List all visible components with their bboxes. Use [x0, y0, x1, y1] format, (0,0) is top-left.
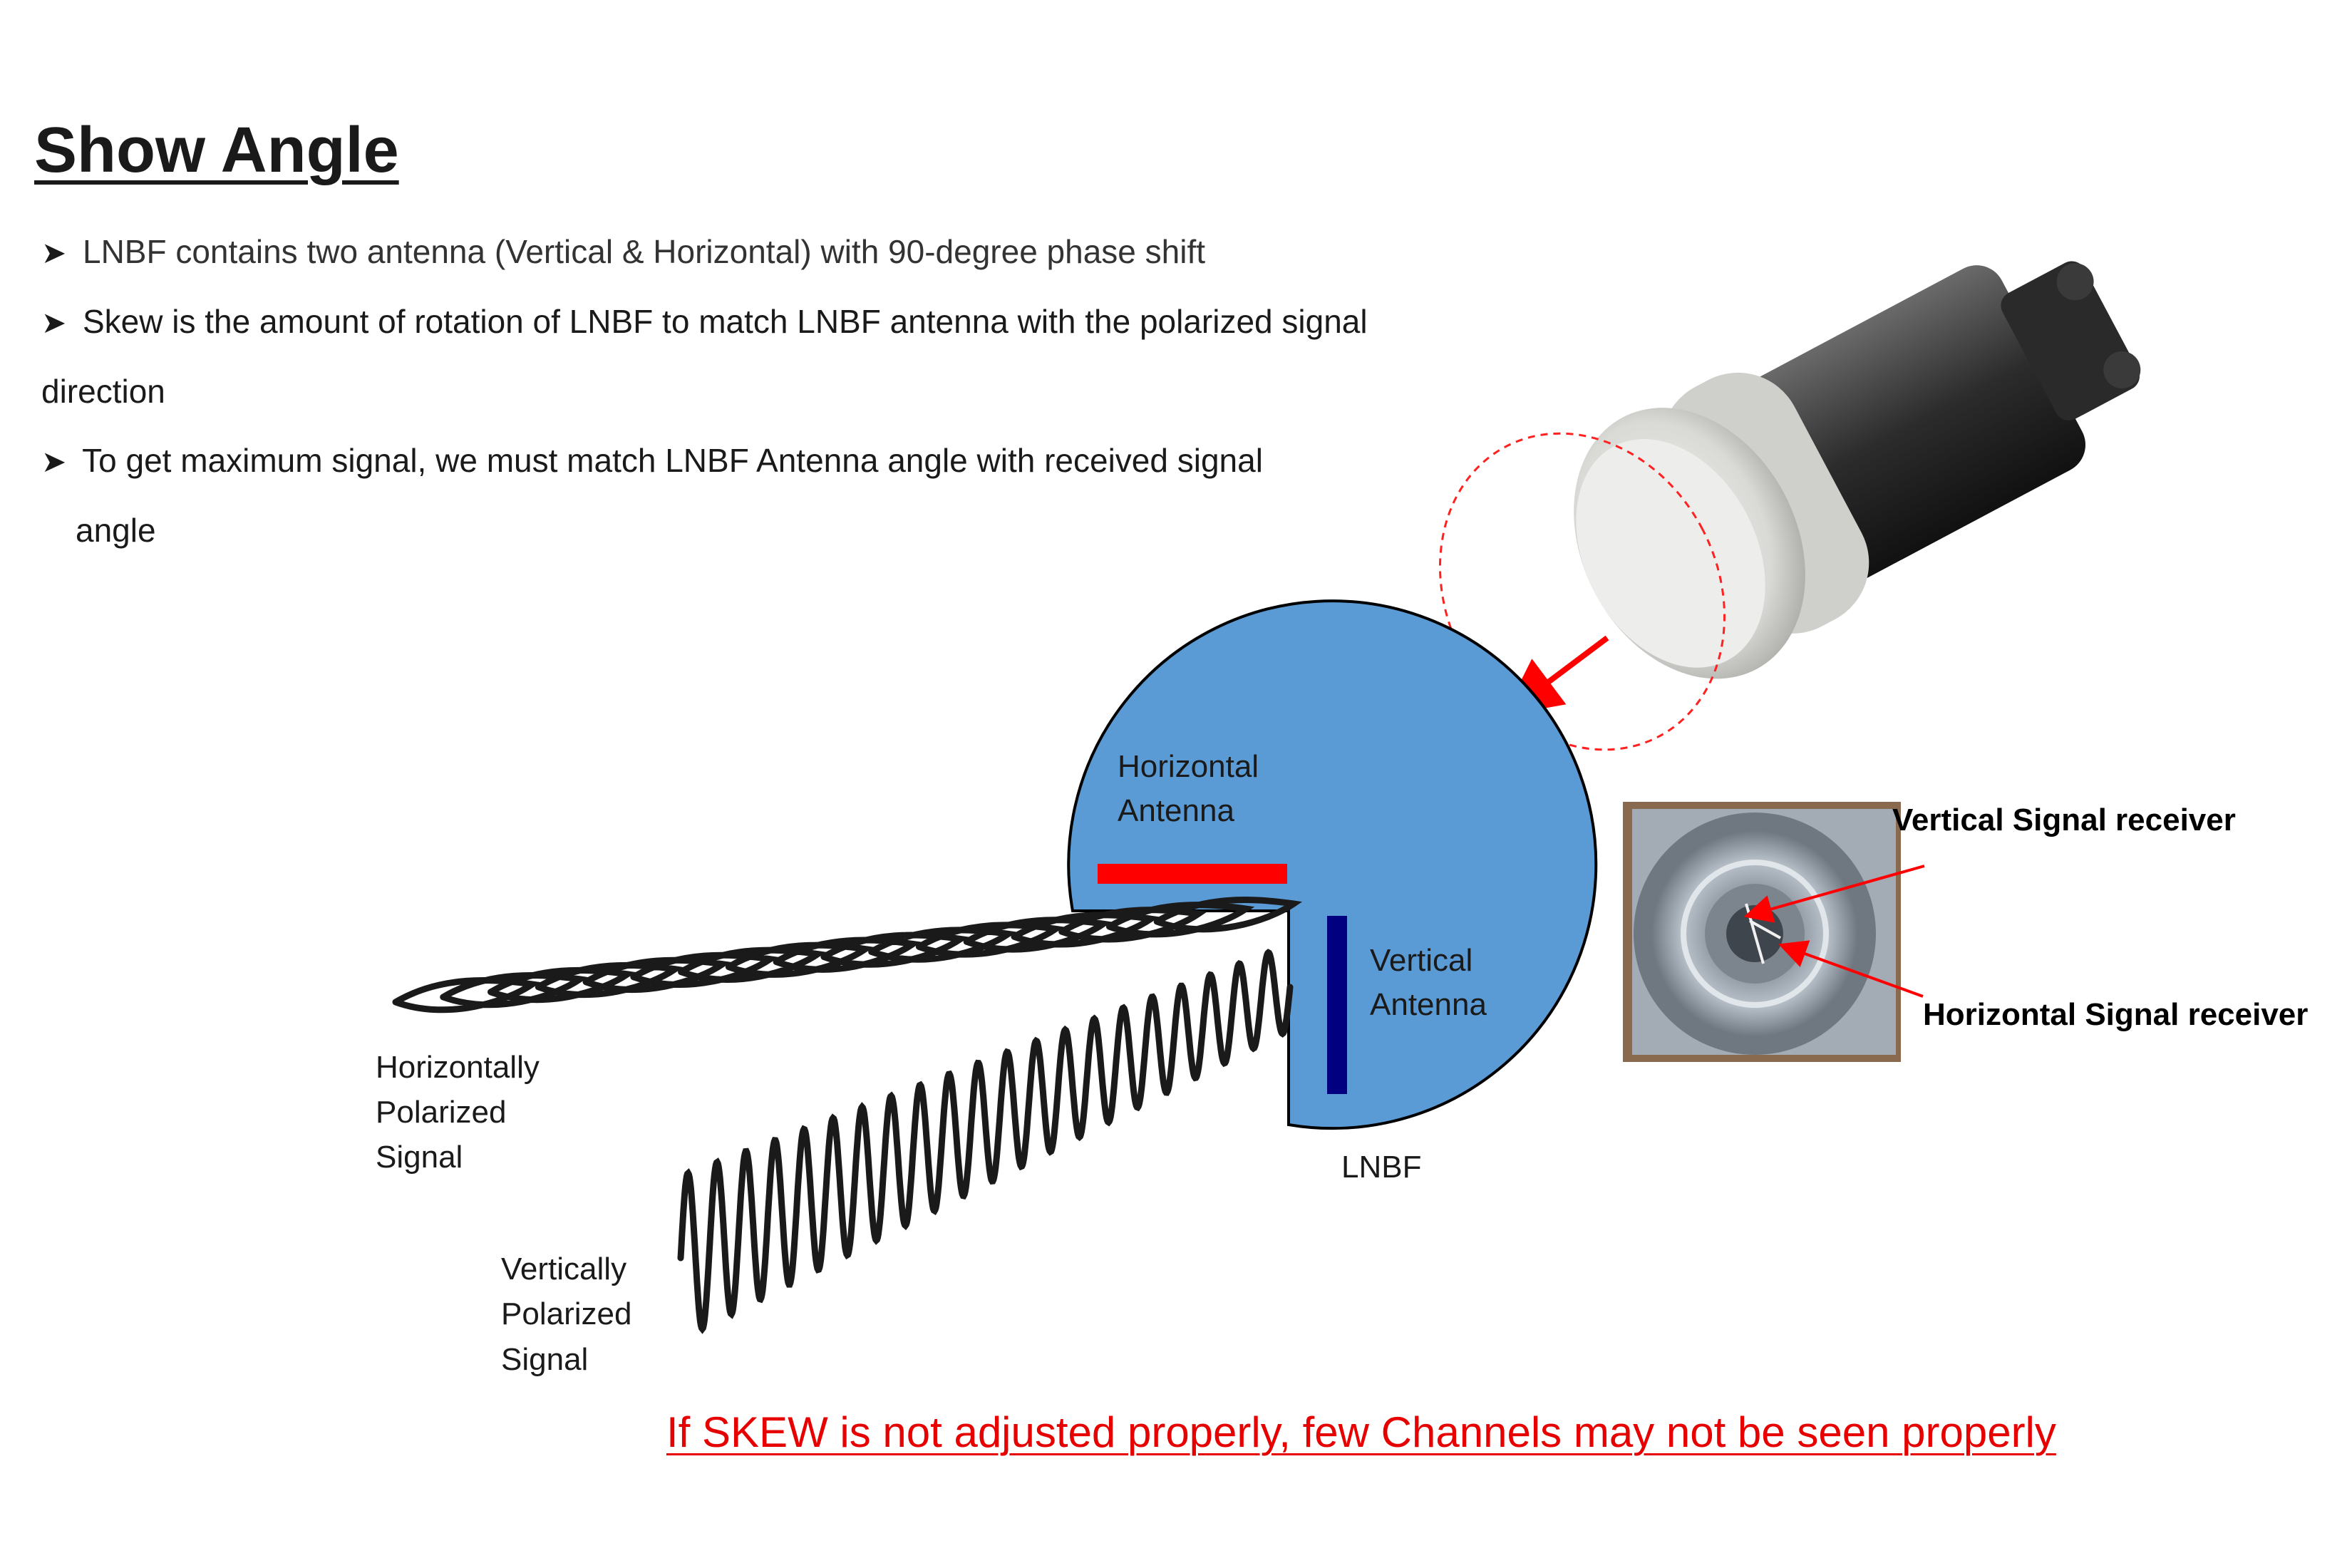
horizontal-signal-label: Polarized	[376, 1095, 506, 1130]
lnbf-disc	[1067, 599, 1598, 1130]
horizontal-signal-label: Signal	[376, 1140, 463, 1175]
vertical-signal-wave	[677, 949, 1294, 1334]
bullet-list: ➤ LNBF contains two antenna (Vertical & …	[41, 217, 1467, 565]
page-title: Show Angle	[34, 115, 399, 186]
pointer-arrow	[1503, 635, 1609, 716]
arrow-bullet-icon: ➤	[41, 306, 67, 339]
vertical-antenna-bar	[1327, 916, 1347, 1094]
vertical-receiver-pointer	[1743, 865, 1925, 923]
horizontal-signal-label: Horizontally	[376, 1050, 540, 1085]
bullet-item: ➤ LNBF contains two antenna (Vertical & …	[41, 217, 1467, 287]
vertical-antenna-label: Vertical	[1370, 943, 1472, 978]
lnbf-photo	[1438, 261, 2141, 751]
receiver-photo	[1623, 802, 1901, 1062]
vertical-signal-label: Signal	[501, 1342, 588, 1377]
bullet-text: To get maximum signal, we must match LNB…	[82, 442, 1263, 479]
horizontal-signal-wave	[392, 897, 1303, 1013]
horizontal-antenna-bar	[1098, 864, 1287, 884]
horizontal-receiver-pointer	[1778, 940, 1924, 998]
arrow-bullet-icon: ➤	[41, 236, 67, 269]
bullet-text: Skew is the amount of rotation of LNBF t…	[82, 303, 1368, 340]
skew-warning: If SKEW is not adjusted properly, few Ch…	[666, 1408, 2056, 1456]
arrow-bullet-icon: ➤	[41, 445, 67, 478]
horizontal-wave-path	[392, 897, 1303, 1013]
vertical-signal-label: Polarized	[501, 1296, 631, 1331]
vertical-signal-label: Vertically	[501, 1252, 626, 1286]
bullet-continuation: direction	[41, 357, 1467, 426]
bullet-continuation: angle	[41, 496, 1467, 565]
horizontal-antenna-label: Horizontal	[1118, 749, 1259, 784]
horizontal-receiver-label: Horizontal Signal receiver	[1923, 997, 2308, 1032]
vertical-antenna-label: Antenna	[1370, 987, 1487, 1022]
lnbf-label: LNBF	[1341, 1150, 1421, 1185]
bullet-text: angle	[76, 512, 156, 549]
bullet-text: LNBF contains two antenna (Vertical & Ho…	[82, 233, 1206, 270]
bullet-item: ➤ Skew is the amount of rotation of LNBF…	[41, 287, 1467, 357]
bullet-text: direction	[41, 373, 165, 410]
bullet-item: ➤ To get maximum signal, we must match L…	[41, 426, 1467, 496]
vertical-receiver-label: Vertical Signal receiver	[1892, 803, 2236, 837]
highlight-ellipse	[1438, 432, 1726, 751]
vertical-wave-path	[677, 949, 1294, 1334]
horizontal-antenna-label: Antenna	[1118, 793, 1234, 828]
